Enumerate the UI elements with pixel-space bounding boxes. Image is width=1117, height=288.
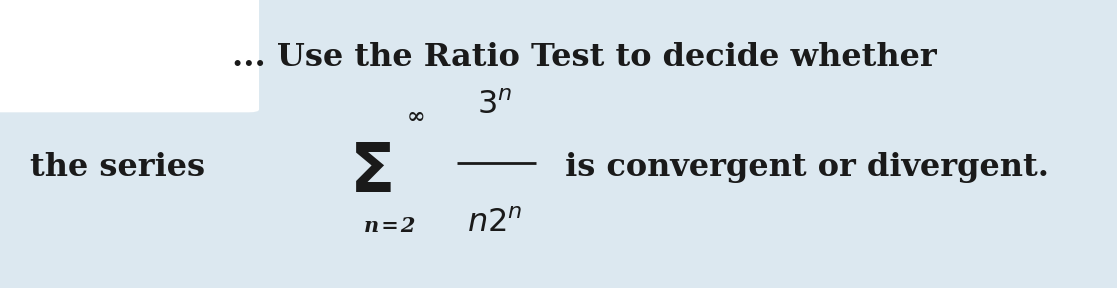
Text: ∞: ∞ (407, 106, 424, 128)
Text: $\mathbf{\Sigma}$: $\mathbf{\Sigma}$ (350, 140, 392, 206)
Text: is convergent or divergent.: is convergent or divergent. (554, 151, 1049, 183)
Text: $3^n$: $3^n$ (477, 90, 513, 121)
Text: $n2^n$: $n2^n$ (467, 208, 523, 239)
Text: n = 2: n = 2 (364, 216, 416, 236)
Text: ... Use the Ratio Test to decide whether: ... Use the Ratio Test to decide whether (231, 42, 936, 73)
FancyBboxPatch shape (0, 0, 259, 112)
Text: the series: the series (30, 151, 206, 183)
